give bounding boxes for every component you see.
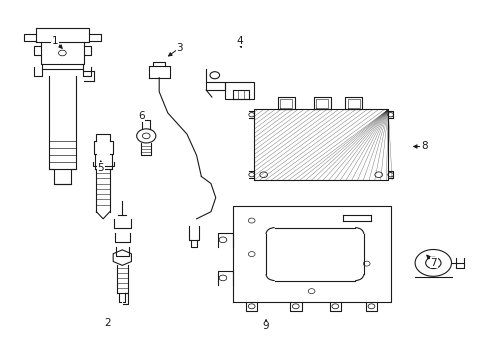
Text: 6: 6 <box>138 112 144 121</box>
Text: 7: 7 <box>429 258 436 268</box>
Text: 5: 5 <box>97 163 104 173</box>
Circle shape <box>430 261 435 265</box>
Text: 8: 8 <box>420 141 427 152</box>
Text: 9: 9 <box>262 321 269 332</box>
Text: 2: 2 <box>104 318 111 328</box>
Text: 3: 3 <box>176 43 183 53</box>
Text: 4: 4 <box>236 36 243 46</box>
Text: 1: 1 <box>52 36 59 46</box>
